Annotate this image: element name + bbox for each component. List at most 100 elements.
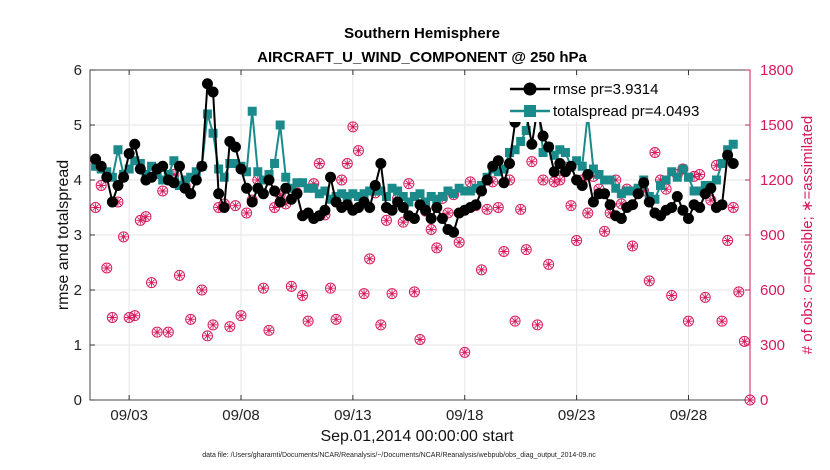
rmse-point — [364, 202, 376, 213]
totalspread-point — [342, 192, 352, 201]
assimilated-point — [303, 316, 313, 326]
totalspread-point — [656, 181, 666, 190]
possible-point — [129, 310, 141, 322]
assimilated-point — [538, 175, 548, 185]
totalspread-point — [303, 183, 313, 193]
totalspread-point — [549, 150, 559, 160]
totalspread-point — [225, 159, 235, 168]
rmse-point — [146, 171, 158, 183]
legend-rmse-label: rmse pr=3.9314 — [553, 81, 658, 98]
possible-point — [134, 214, 146, 226]
possible-point — [235, 310, 247, 322]
possible-point — [722, 235, 734, 246]
rmse-point — [627, 199, 639, 211]
assimilated-point — [499, 247, 509, 256]
assimilated-point — [650, 148, 660, 157]
assimilated-point — [432, 243, 441, 253]
totalspread-point — [147, 161, 157, 171]
assimilated-point — [415, 335, 425, 344]
possible-point — [599, 225, 611, 237]
y-tick-label: 4 — [74, 172, 82, 189]
totalspread-point — [588, 164, 598, 174]
rmse-point — [168, 177, 180, 189]
rmse-point — [375, 158, 387, 169]
rmse-point — [241, 182, 253, 194]
assimilated-point — [477, 265, 486, 275]
totalspread-point — [158, 175, 168, 185]
rmse-point — [582, 169, 594, 180]
y2-tick-label: 300 — [760, 337, 785, 354]
rmse-point — [291, 188, 303, 200]
assimilated-point — [482, 205, 492, 214]
rmse-point — [118, 171, 130, 183]
totalspread-point — [600, 175, 610, 185]
possible-point — [101, 262, 113, 274]
possible-point — [325, 282, 337, 294]
rmse-point — [431, 202, 443, 213]
axes: 09/03 09/08 09/13 09/18 09/23 09/28 0 1 2 3 4 5 6 0 30… — [74, 62, 794, 424]
possible-point — [151, 326, 163, 338]
rmse-point — [123, 148, 135, 160]
totalspread-point — [449, 189, 459, 199]
y-tick-label: 1 — [74, 337, 82, 354]
rmse-point — [694, 202, 706, 213]
assimilated-point — [102, 263, 111, 273]
assimilated-point — [365, 254, 374, 264]
possible-point — [531, 319, 543, 331]
totalspread-point — [572, 156, 582, 166]
rmse-point — [425, 213, 437, 224]
x-axis-label: Sep.01,2014 00:00:00 start — [320, 428, 514, 445]
totalspread-point — [387, 183, 397, 193]
assimilated-point — [740, 337, 749, 346]
assimilated-point — [331, 315, 341, 324]
possible-point — [157, 185, 169, 197]
assimilated-point — [298, 291, 307, 300]
possible-point — [386, 288, 398, 300]
totalspread-point — [398, 192, 408, 201]
rmse-point — [190, 174, 202, 186]
assimilated-point — [460, 348, 469, 357]
totalspread-point — [348, 189, 358, 199]
possible-point — [224, 321, 236, 333]
rmse-point — [470, 199, 482, 211]
possible-point — [627, 240, 639, 252]
assimilated-point — [426, 225, 436, 234]
possible-point — [123, 312, 135, 323]
rmse-point — [526, 138, 538, 150]
assimilated-point — [253, 175, 262, 185]
rmse-point — [722, 149, 734, 161]
totalspread-point — [538, 148, 548, 157]
possible-point — [431, 242, 443, 254]
totalspread-point — [113, 145, 123, 155]
rmse-point — [492, 155, 504, 167]
rmse-point — [218, 202, 230, 213]
assimilated-point — [119, 232, 128, 242]
assimilated-point — [309, 179, 318, 188]
assimilated-point — [550, 177, 559, 187]
possible-point — [526, 156, 538, 168]
assimilated-point — [443, 208, 453, 218]
rmse-point — [319, 204, 331, 216]
assimilated-point — [717, 316, 727, 326]
assimilated-point — [281, 199, 290, 209]
possible-point — [257, 282, 269, 294]
rmse-point — [643, 196, 655, 208]
rmse-point — [727, 158, 739, 169]
rmse-point — [112, 180, 124, 191]
totalspread-point — [253, 167, 263, 177]
totalspread-point — [214, 164, 224, 174]
possible-point — [118, 231, 130, 243]
possible-point — [269, 202, 281, 213]
totalspread-point — [180, 175, 190, 185]
totalspread-point — [191, 167, 201, 177]
totalspread-point — [219, 172, 229, 182]
assimilated-point — [91, 203, 100, 212]
totalspread-point — [611, 183, 621, 193]
totalspread-point — [107, 172, 117, 182]
totalspread-point — [605, 175, 615, 185]
possible-point — [520, 244, 532, 256]
totalspread-point — [421, 197, 431, 207]
assimilated-point — [264, 326, 274, 335]
assimilated-point — [494, 203, 503, 212]
totalspread-point — [672, 172, 682, 182]
